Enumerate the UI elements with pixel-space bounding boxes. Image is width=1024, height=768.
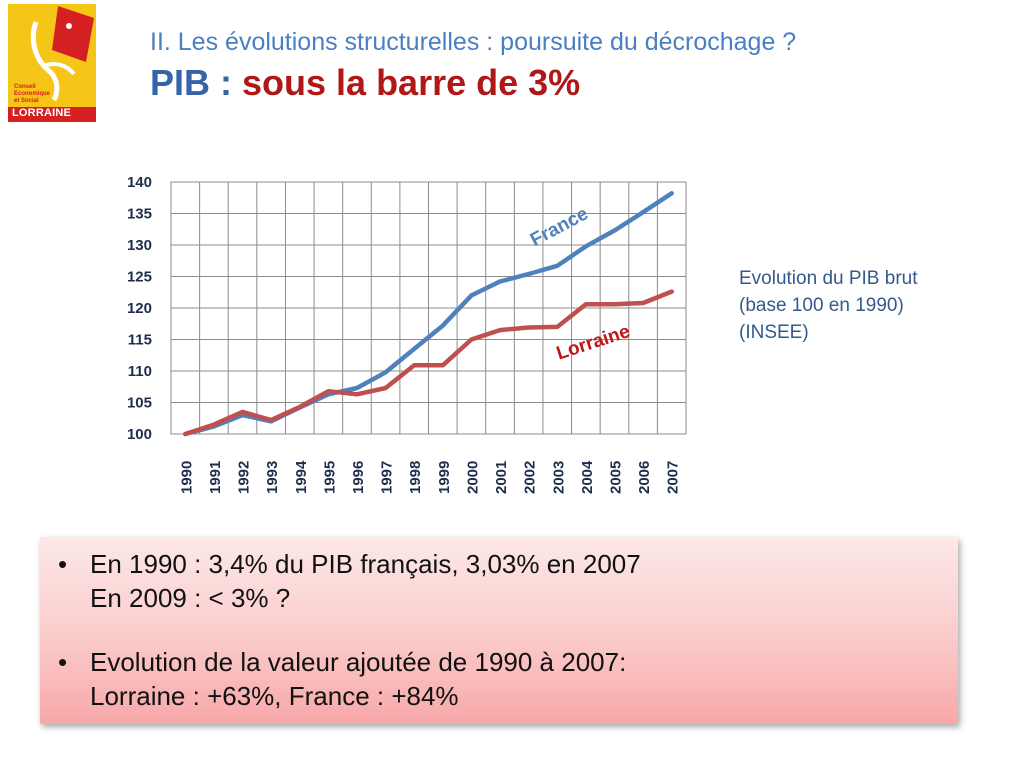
cesr-lorraine-logo — [8, 4, 96, 122]
title-prefix: PIB : — [150, 62, 243, 103]
x-tick-label: 1996 — [350, 461, 367, 494]
y-tick-label: 105 — [127, 395, 152, 412]
x-tick-label: 1993 — [264, 461, 281, 494]
x-tick-label: 1991 — [207, 461, 224, 494]
y-tick-label: 110 — [128, 363, 152, 380]
x-tick-label: 1998 — [407, 461, 424, 494]
x-axis-ticks: 1990 1991 1992 1993 1994 1995 1996 1997 1998 1999… — [178, 460, 681, 494]
chart-note-line-3: (INSEE) — [739, 322, 809, 343]
x-tick-label: 1994 — [293, 460, 310, 494]
series-line-lorraine — [183, 289, 674, 437]
x-tick-label: 1999 — [436, 461, 453, 494]
x-tick-label: 2000 — [464, 461, 481, 494]
chart-note-line-2: (base 100 en 1990) — [739, 295, 904, 316]
x-tick-label: 2006 — [636, 461, 653, 494]
chart-grid — [170, 181, 687, 435]
x-tick-label: 2001 — [493, 461, 510, 494]
bullet-2-line-2: Lorraine : +63%, France : +84% — [90, 681, 459, 711]
y-tick-label: 140 — [127, 174, 152, 191]
y-tick-label: 100 — [127, 426, 152, 443]
title-highlight: sous la barre de 3% — [242, 62, 581, 103]
y-tick-label: 125 — [127, 269, 152, 286]
logo-line-conseil: Conseil — [14, 84, 36, 90]
x-tick-label: 2007 — [665, 461, 682, 494]
slide-subtitle: II. Les évolutions structurelles : pours… — [150, 28, 797, 56]
chart-note-line-1: Evolution du PIB brut — [739, 268, 918, 289]
y-tick-label: 135 — [127, 206, 152, 223]
x-tick-label: 2003 — [550, 461, 567, 494]
x-tick-label: 1995 — [321, 461, 338, 494]
y-axis-ticks: 100 105 110 115 120 125 130 135 140 — [127, 174, 152, 443]
x-tick-label: 1997 — [379, 461, 396, 494]
key-facts-box: • En 1990 : 3,4% du PIB français, 3,03% … — [40, 537, 958, 724]
bullet-1-line-2: En 2009 : < 3% ? — [90, 583, 291, 613]
x-tick-label: 2005 — [607, 461, 624, 494]
x-tick-label: 1992 — [236, 461, 253, 494]
x-tick-label: 2004 — [579, 460, 596, 494]
logo-line-lorraine: LORRAINE — [12, 107, 72, 119]
x-tick-label: 1990 — [178, 461, 195, 494]
logo-line-economique: Economique — [14, 91, 51, 97]
chart-series — [183, 191, 674, 437]
series-label-lorraine: Lorraine — [554, 321, 633, 364]
bullet-2-line-1: Evolution de la valeur ajoutée de 1990 à… — [90, 647, 627, 677]
series-label-france: France — [527, 203, 592, 251]
logo-line-social: et Social — [14, 98, 39, 104]
slide-title: PIB : sous la barre de 3% — [150, 62, 580, 104]
y-tick-label: 120 — [127, 300, 152, 317]
x-tick-label: 2002 — [522, 461, 539, 494]
y-tick-label: 115 — [128, 332, 152, 349]
bullet-dot: • — [58, 647, 68, 677]
bullet-1-line-1: En 1990 : 3,4% du PIB français, 3,03% en… — [90, 549, 641, 579]
chart-note: Evolution du PIB brut (base 100 en 1990)… — [739, 265, 918, 346]
y-tick-label: 130 — [127, 237, 152, 254]
bullet-dot: • — [58, 549, 68, 579]
